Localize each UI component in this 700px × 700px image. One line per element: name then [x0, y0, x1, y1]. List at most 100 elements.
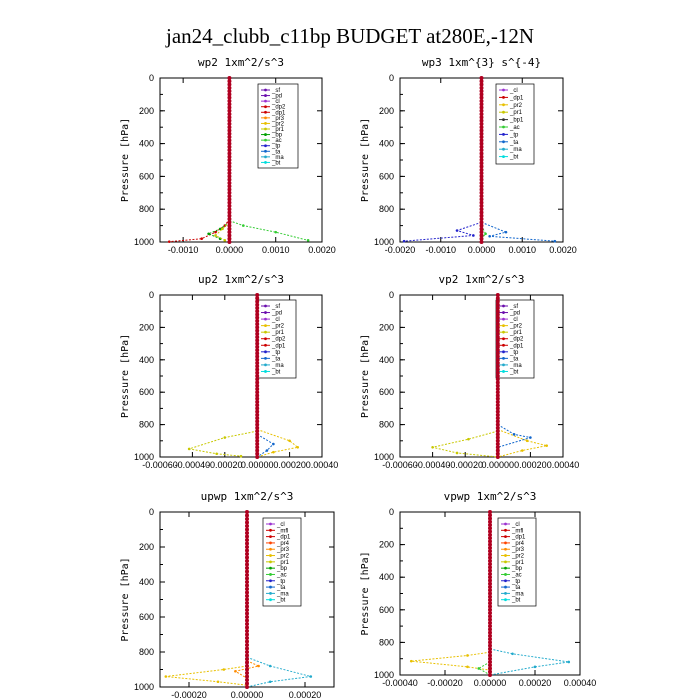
zero-profile-point	[488, 542, 492, 547]
legend-label: _tp	[276, 579, 286, 585]
y-tick-label: 1000	[374, 237, 394, 247]
zero-profile-point	[227, 125, 232, 130]
zero-profile-point	[255, 354, 260, 359]
x-tick-label: 0.00000	[241, 460, 274, 470]
series-line-_ma	[489, 648, 569, 676]
legend-label: _bp1	[509, 118, 524, 124]
legend-label: _bt	[511, 598, 521, 604]
legend-marker	[264, 337, 267, 341]
zero-profile-point	[488, 552, 492, 557]
zero-profile-point	[245, 643, 249, 647]
zero-profile-point	[495, 351, 500, 356]
zero-profile-point	[255, 422, 260, 427]
zero-profile-point	[227, 105, 232, 110]
zero-profile-point	[488, 611, 492, 616]
zero-profile-point	[227, 154, 232, 159]
zero-profile-point	[227, 161, 232, 166]
zero-profile-point	[227, 76, 232, 80]
zero-profile-point	[245, 646, 249, 651]
legend-marker	[502, 324, 505, 328]
zero-profile-point	[227, 236, 232, 241]
x-tick-label: 0.00040	[306, 460, 339, 470]
series-line-_pr1	[189, 430, 258, 457]
x-tick-label: 0.00020	[273, 460, 306, 470]
legend-marker	[504, 585, 507, 589]
zero-profile-point	[479, 240, 484, 244]
legend-label: _ma	[509, 147, 522, 153]
zero-profile-point	[255, 305, 260, 310]
legend-marker	[264, 133, 267, 136]
zero-profile-point	[495, 312, 500, 317]
x-tick-label: 0.0010	[262, 245, 290, 255]
zero-profile-point	[255, 312, 260, 317]
legend-label: _tp	[271, 350, 281, 356]
zero-profile-point	[495, 399, 500, 404]
legend-label: _sf	[271, 304, 280, 310]
series-point-_ac	[306, 239, 310, 242]
x-tick-label: 0.00020	[289, 690, 322, 700]
zero-profile-point	[495, 416, 500, 421]
x-tick-label: -0.00060	[142, 460, 178, 470]
zero-profile-point	[227, 164, 232, 169]
zero-profile-point	[495, 419, 500, 424]
legend-label: _ac	[276, 572, 287, 578]
zero-profile-point	[227, 89, 232, 94]
zero-profile-point	[255, 348, 260, 353]
y-axis-label: Pressure [hPa]	[120, 557, 131, 641]
zero-profile-point	[479, 131, 484, 136]
zero-profile-point	[479, 154, 484, 159]
zero-profile-point	[255, 399, 260, 404]
zero-profile-point	[479, 92, 484, 97]
legend-marker	[502, 356, 505, 360]
zero-profile-point	[227, 128, 232, 133]
zero-profile-point	[227, 112, 232, 117]
x-tick-label: 0.0000	[216, 245, 244, 255]
legend-label: _pd	[271, 94, 282, 100]
legend-label: _pr1	[271, 330, 285, 336]
legend-box	[257, 83, 299, 169]
legend-marker	[504, 522, 507, 526]
y-tick-label: 400	[379, 139, 394, 149]
x-tick-label: 0.0020	[549, 245, 577, 255]
zero-profile-point	[479, 174, 484, 179]
zero-profile-point	[255, 331, 260, 336]
zero-profile-point	[495, 370, 500, 375]
zero-profile-point	[495, 429, 500, 434]
zero-profile-point	[479, 151, 484, 156]
zero-profile-point	[255, 432, 260, 437]
legend-marker	[502, 304, 505, 308]
zero-profile-point	[495, 367, 500, 372]
zero-profile-point	[255, 318, 260, 323]
zero-profile-point	[488, 650, 492, 655]
legend-marker	[269, 535, 272, 539]
zero-profile-point	[255, 396, 260, 401]
legend-label: _dp1	[276, 535, 291, 541]
legend-marker	[502, 155, 505, 159]
zero-profile-point	[227, 187, 232, 192]
zero-profile-point	[245, 664, 249, 668]
zero-profile-point	[488, 545, 492, 550]
legend-label: _bt	[509, 155, 519, 161]
y-tick-label: 400	[379, 355, 394, 365]
legend-label: _pr3	[271, 116, 285, 122]
x-tick-label: -0.00040	[415, 460, 451, 470]
series-line-_ta	[497, 424, 531, 448]
zero-profile-point	[488, 620, 492, 625]
legend-marker	[504, 579, 507, 583]
zero-profile-point	[488, 646, 492, 651]
zero-profile-point	[245, 636, 249, 640]
legend-label: _ma	[509, 363, 522, 369]
plot-frame	[399, 294, 564, 458]
zero-profile-point	[227, 82, 232, 87]
panel-title: vp2 1xm^2/s^3	[438, 273, 524, 286]
zero-profile-point	[495, 331, 500, 336]
zero-profile-point	[227, 200, 232, 205]
zero-profile-point	[479, 230, 484, 235]
x-tick-label: -0.00020	[171, 690, 207, 700]
zero-profile-point	[227, 98, 232, 103]
zero-profile-point	[495, 409, 500, 414]
zero-profile-point	[479, 118, 484, 123]
zero-profile-point	[479, 200, 484, 205]
legend-marker	[504, 598, 507, 602]
zero-profile-point	[255, 425, 260, 430]
